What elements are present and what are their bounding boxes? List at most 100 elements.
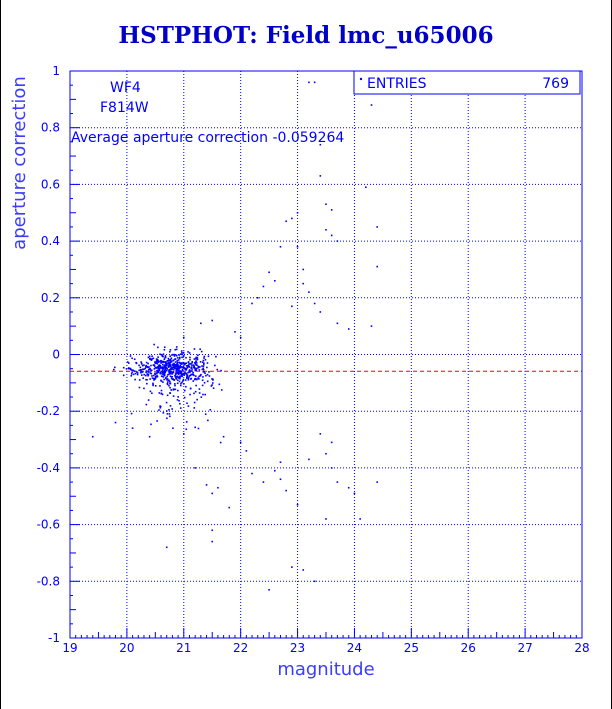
data-point [152,377,155,380]
x-tick-label: 27 [517,641,532,655]
data-point [183,373,186,375]
data-point [251,472,253,475]
data-point [206,366,208,369]
data-point [176,368,179,371]
data-point [177,389,179,392]
data-point [179,372,181,375]
data-point [195,384,197,387]
data-point [262,481,265,483]
data-point [143,368,145,370]
data-point [200,322,202,325]
data-point [134,378,136,381]
data-point [193,358,196,360]
data-point [141,368,144,371]
data-point [173,355,176,357]
data-point [165,401,168,404]
data-point [152,383,154,386]
data-point [163,373,166,376]
data-point [178,399,180,402]
data-point [189,358,191,361]
x-tick-label: 24 [347,641,362,655]
data-point [163,364,166,367]
data-point [313,302,316,305]
data-point [164,356,166,359]
data-point [194,426,196,429]
data-point [166,417,168,420]
data-point [166,378,169,380]
data-point [163,365,166,368]
data-point [159,407,162,409]
y-tick-label: 1 [52,64,60,78]
data-point [154,378,156,380]
data-point [239,336,242,339]
data-point [186,376,188,378]
data-point [185,372,188,375]
data-point [187,379,190,381]
data-point [182,336,185,339]
data-point [174,358,177,360]
data-point [181,356,183,359]
data-point [174,374,176,377]
data-point [197,354,199,357]
data-point [185,421,188,423]
data-point [194,390,197,393]
data-point [178,356,181,359]
data-point [143,373,145,376]
data-point [177,359,180,361]
chart-title: HSTPHOT: Field lmc_u65006 [118,22,494,49]
data-point [166,413,169,415]
y-axis-label: aperture correction [9,76,30,250]
data-point [154,372,156,375]
data-point [330,209,333,211]
data-point [313,580,316,583]
data-point [187,377,190,380]
data-point [139,369,141,372]
data-point [187,361,190,364]
data-point [296,503,299,506]
data-point [175,369,178,372]
data-point [203,370,206,373]
data-point [182,362,185,365]
data-point [150,423,152,426]
data-point [140,362,143,365]
data-point [168,408,170,411]
data-point [205,374,207,377]
data-point [154,376,157,379]
data-point [296,245,299,248]
data-point [148,355,151,358]
data-point [192,364,195,366]
data-point [140,371,142,374]
data-point [145,364,148,367]
data-point [189,374,192,377]
data-point [193,401,196,404]
data-point [198,369,201,371]
data-point [172,359,175,362]
data-point [201,368,204,371]
data-point [167,357,170,360]
data-point [190,367,192,369]
data-point [151,355,153,358]
data-point [167,361,170,364]
data-point [172,353,174,356]
data-point [198,378,200,380]
data-point [196,398,198,401]
x-tick-label: 19 [62,641,77,655]
data-point [161,367,164,370]
data-point [149,390,152,393]
data-point [330,234,333,237]
grid-lines [70,71,582,638]
data-point [186,365,188,367]
data-point [154,361,156,363]
data-point [199,348,201,351]
data-point [136,372,139,374]
data-point [274,279,276,282]
data-point [177,376,180,379]
data-point [171,375,174,378]
y-tick-label: -0.2 [37,404,60,418]
data-point [170,370,172,373]
data-point [175,348,178,351]
data-point [167,379,170,382]
data-point [169,392,171,394]
data-point [180,362,183,364]
data-point [164,355,167,357]
